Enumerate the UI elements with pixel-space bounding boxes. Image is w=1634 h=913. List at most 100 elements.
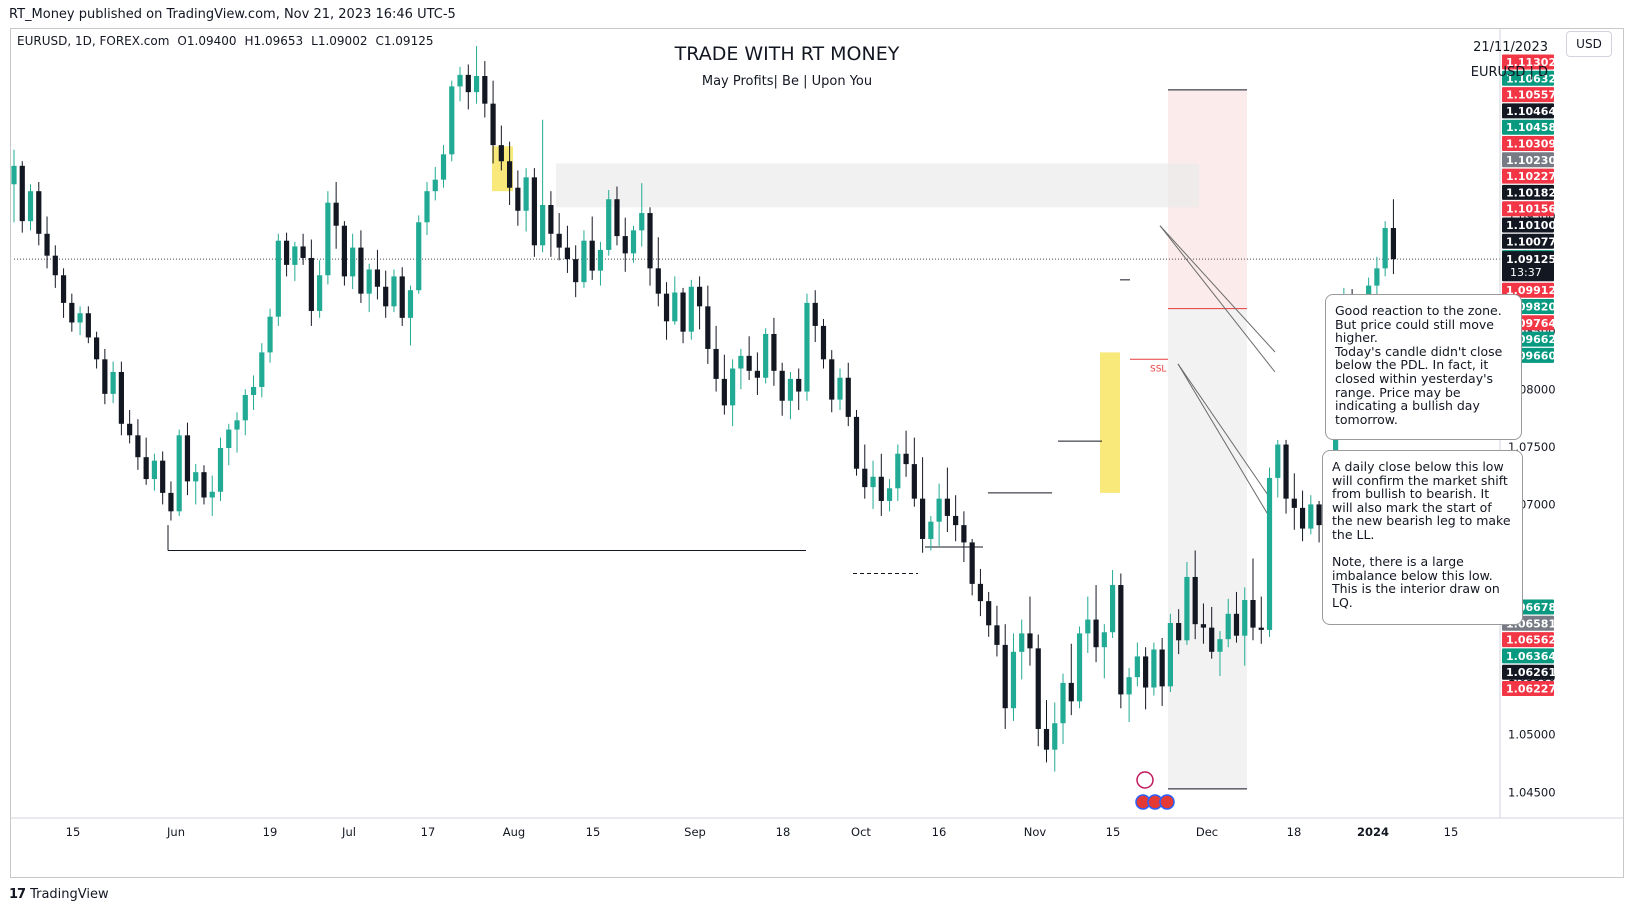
- candle-body: [680, 292, 686, 332]
- candle-body: [655, 268, 661, 294]
- candle-body: [465, 74, 471, 93]
- time-tick-label: Dec: [1196, 825, 1218, 839]
- candle-body: [366, 269, 372, 294]
- note1-pointer-a: [1159, 225, 1276, 353]
- candle-body: [1374, 268, 1380, 286]
- time-tick-label: 18: [776, 825, 791, 839]
- time-tick-label: 15: [1444, 825, 1459, 839]
- tradingview-brand-text: TradingView: [30, 887, 109, 902]
- price-tag-value: 1.06364: [1506, 650, 1556, 663]
- note2-pointer-a: [1177, 363, 1271, 499]
- candle-body: [507, 161, 513, 188]
- candle-body: [1118, 585, 1124, 695]
- candle-body: [581, 240, 587, 283]
- candle-body: [160, 460, 166, 493]
- price-tag-box: [1502, 152, 1554, 168]
- candle-body: [969, 542, 975, 584]
- candle-body: [1043, 728, 1050, 750]
- legend-symbol: EURUSD, 1D, FOREX.com: [17, 34, 170, 48]
- candle-body: [911, 464, 917, 499]
- price-tick-label: 1.05000: [1508, 728, 1556, 742]
- price-tag-box: [1502, 103, 1554, 119]
- candle-body: [779, 370, 785, 401]
- candle-body: [696, 286, 703, 307]
- candle-body: [820, 325, 827, 360]
- candle-body: [333, 202, 339, 226]
- candle-body: [928, 521, 934, 539]
- candle-body: [920, 498, 926, 539]
- candle-body: [614, 199, 620, 237]
- footer-bar: [0, 878, 1634, 913]
- candle-body: [94, 337, 100, 360]
- price-tick-label: 1.07500: [1508, 440, 1556, 454]
- candle-body: [1283, 444, 1289, 499]
- watermark-symbol: EURUSD | D: [1470, 65, 1548, 80]
- candle-body: [895, 453, 901, 489]
- candle-body: [1250, 599, 1256, 628]
- candle-body: [275, 240, 281, 317]
- candle-body: [1159, 649, 1165, 687]
- zone-layer: [492, 89, 1247, 790]
- price-tag-box: [1502, 233, 1554, 249]
- candle-body: [102, 359, 108, 394]
- candle-body: [201, 472, 207, 498]
- price-tag-box: [1502, 282, 1554, 298]
- tradingview-logo[interactable]: 17 TradingView: [9, 887, 109, 902]
- price-tag-value: 1.10182: [1506, 186, 1556, 199]
- price-tag-box: [1502, 136, 1554, 151]
- candle-body: [407, 290, 414, 318]
- candle-body: [27, 191, 34, 222]
- candle-body: [1052, 723, 1058, 750]
- price-tag-value: 1.10557: [1506, 89, 1556, 102]
- candle-body: [1192, 576, 1198, 625]
- candle-body: [1167, 623, 1173, 687]
- time-tick-label: 2024: [1357, 825, 1389, 839]
- tradingview-logo-icon: 17: [9, 887, 26, 902]
- candle-body: [853, 416, 860, 469]
- candle-body: [52, 255, 58, 276]
- currency-button[interactable]: USD: [1566, 31, 1612, 57]
- candle-body: [523, 177, 529, 211]
- candle-body: [1308, 504, 1314, 529]
- last-price-value: 1.09125: [1506, 253, 1556, 266]
- candle-body: [449, 86, 455, 155]
- candle-body: [515, 187, 521, 211]
- candle-body: [977, 583, 984, 602]
- candle-body: [440, 154, 447, 180]
- callout-note-daily-close[interactable]: A daily close below this low will confir…: [1322, 450, 1523, 625]
- candle-body: [209, 491, 215, 498]
- candle-body: [1134, 656, 1140, 678]
- candle-body: [1109, 585, 1116, 633]
- position-risk-zone: [1168, 308, 1247, 790]
- time-tick-label: Aug: [503, 825, 525, 839]
- price-tag-box: [1502, 648, 1554, 664]
- candle-body: [168, 492, 174, 512]
- symbol-legend[interactable]: EURUSD, 1D, FOREX.com O1.09400 H1.09653 …: [17, 34, 433, 48]
- note2-pointer-b: [1177, 363, 1271, 519]
- legend-high: H1.09653: [244, 34, 304, 48]
- candle-body: [647, 213, 653, 269]
- candle-body: [19, 165, 25, 222]
- candle-body: [350, 247, 356, 277]
- candle-body: [862, 468, 868, 488]
- candle-body: [292, 246, 298, 265]
- candle-body: [424, 191, 430, 223]
- candle-body: [1233, 613, 1240, 636]
- candle-body: [383, 286, 389, 307]
- watermark-title: TRADE WITH RT MONEY: [674, 43, 900, 65]
- price-tag-value: 1.06562: [1506, 634, 1556, 647]
- candle-body: [193, 472, 199, 482]
- candle-body: [705, 306, 711, 349]
- time-tick-label: 15: [586, 825, 601, 839]
- price-tag-value: 1.10156: [1506, 203, 1556, 216]
- candle-body: [639, 213, 645, 231]
- supply-zone: [556, 163, 1199, 208]
- price-tag-box: [1502, 201, 1554, 217]
- candle-body: [77, 313, 83, 323]
- candle-body: [1176, 623, 1182, 641]
- candle-body: [1101, 632, 1107, 648]
- watermark-date: 21/11/2023: [1473, 40, 1548, 55]
- event-flash-icon: [1136, 771, 1154, 789]
- candle-body: [399, 276, 405, 318]
- callout-note-zone-reaction[interactable]: Good reaction to the zone. But price cou…: [1325, 294, 1522, 440]
